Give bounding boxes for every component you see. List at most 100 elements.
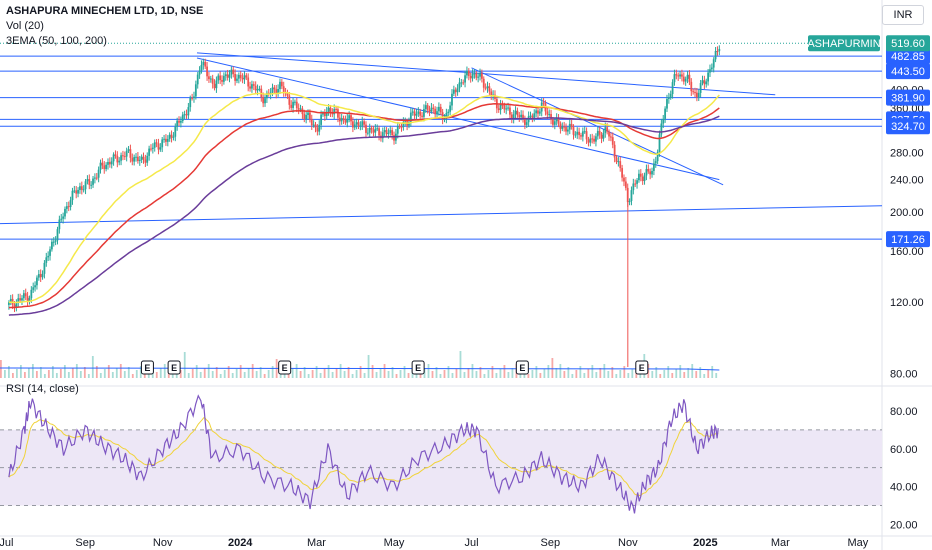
candle-body — [333, 108, 336, 115]
candle-body — [643, 175, 646, 182]
candle-body — [679, 74, 681, 77]
volume-bar — [679, 365, 682, 378]
candle-body — [226, 74, 229, 78]
candle-body — [110, 161, 113, 165]
candle-body — [172, 136, 175, 138]
candle-body — [445, 113, 448, 119]
candle-body — [107, 162, 109, 165]
volume-bar — [399, 370, 402, 378]
candle-body — [348, 115, 351, 119]
volume-bar — [39, 367, 42, 378]
volume-bar — [79, 371, 82, 378]
volume-bar — [675, 369, 678, 378]
candle-body — [591, 138, 594, 140]
candle-body — [449, 105, 452, 112]
candle-body — [581, 131, 584, 137]
volume-bar — [327, 365, 330, 378]
candle-body — [204, 61, 207, 67]
candle-body — [202, 61, 205, 65]
candle-body — [482, 78, 485, 88]
candle-body — [608, 131, 610, 137]
candle-body — [69, 200, 72, 208]
candle-body — [194, 84, 197, 97]
candle-body — [600, 134, 603, 139]
volume-bar — [95, 366, 98, 378]
volume-bar — [535, 366, 538, 378]
candle-body — [466, 71, 468, 76]
volume-bar — [51, 366, 54, 378]
candle-body — [606, 127, 609, 132]
candle-body — [430, 107, 433, 112]
volume-bar — [579, 366, 582, 378]
candle-body — [596, 130, 599, 137]
candle-body — [391, 130, 394, 136]
candle-body — [552, 119, 554, 125]
candle-body — [295, 101, 298, 109]
volume-bar — [367, 355, 370, 378]
volume-bar — [211, 371, 214, 378]
volume-bar — [607, 371, 610, 378]
volume-bar — [555, 368, 558, 378]
level-price-tag: 381.90 — [891, 93, 925, 105]
volume-bar — [663, 370, 666, 378]
candle-body — [630, 190, 633, 201]
volume-bar — [247, 368, 250, 378]
volume-bar — [271, 366, 274, 378]
candle-body — [92, 178, 94, 185]
candle-body — [125, 150, 128, 157]
candle-body — [486, 86, 489, 89]
candle-body — [135, 156, 137, 158]
candle-body — [402, 121, 405, 128]
volume-bar — [55, 373, 58, 378]
candle-body — [632, 183, 635, 191]
volume-bar — [227, 366, 230, 378]
candle-body — [677, 75, 680, 77]
candle-body — [714, 51, 717, 60]
volume-bar — [387, 371, 390, 378]
currency-selector[interactable]: INR — [882, 5, 924, 25]
volume-bar — [7, 366, 10, 378]
volume-bar — [483, 374, 486, 378]
candle-body — [664, 108, 667, 119]
candle-body — [176, 120, 179, 127]
volume-bar — [707, 370, 710, 378]
ema-200-line — [8, 115, 720, 316]
volume-bar — [375, 372, 378, 378]
candle-body — [185, 114, 188, 116]
volume-label[interactable]: Vol (20) — [6, 20, 44, 32]
earnings-marker: E — [411, 360, 425, 375]
candle-body — [150, 148, 152, 150]
volume-bar — [299, 371, 302, 378]
volume-bar — [103, 369, 106, 378]
volume-bar — [371, 365, 374, 378]
candle-body — [151, 147, 154, 149]
volume-bar — [683, 372, 686, 378]
volume-bar — [687, 368, 690, 378]
candle-body — [669, 93, 672, 98]
volume-bar — [487, 370, 490, 378]
volume-bar — [347, 367, 350, 378]
candle-body — [667, 97, 670, 99]
candle-body — [200, 64, 203, 71]
trend-line — [0, 205, 883, 225]
candle-body — [64, 208, 66, 217]
candle-body — [634, 183, 637, 185]
volume-bar — [31, 364, 34, 378]
volume-bar — [111, 372, 114, 378]
volume-bar — [407, 373, 410, 378]
candle-body — [264, 98, 266, 104]
candle-body — [77, 189, 79, 194]
candle-body — [494, 94, 496, 99]
candle-body — [292, 101, 294, 108]
candle-body — [479, 73, 481, 77]
candle-body — [441, 112, 444, 120]
volume-bar — [351, 374, 354, 378]
symbol-title[interactable]: ASHAPURA MINECHEM LTD, 1D, NSE — [6, 5, 204, 17]
candle-body — [62, 216, 65, 219]
candle-body — [170, 134, 173, 138]
ema-label[interactable]: 3EMA (50, 100, 200) — [6, 35, 107, 47]
candle-body — [697, 92, 700, 98]
rsi-label[interactable]: RSI (14, close) — [6, 383, 79, 395]
